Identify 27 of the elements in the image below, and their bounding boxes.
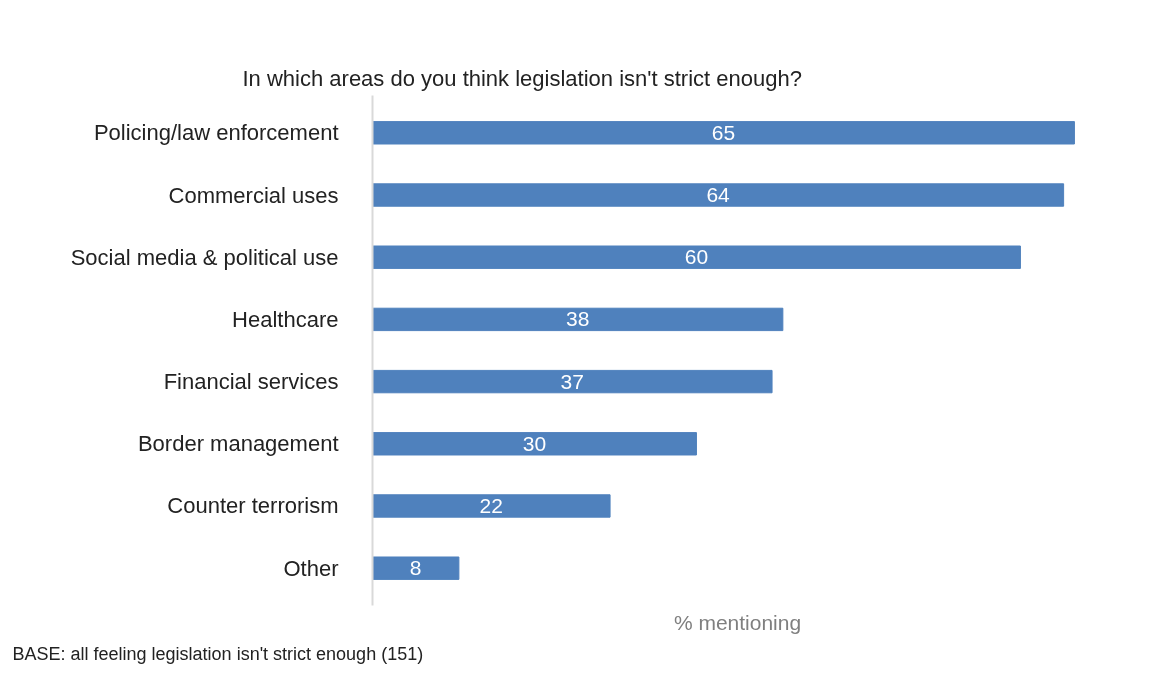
bar bbox=[372, 432, 697, 456]
data-label: 22 bbox=[479, 493, 503, 517]
text: BASE: all feeling legislation isn't strict enough (151) bbox=[12, 643, 424, 664]
bar bbox=[372, 494, 611, 518]
bar bbox=[372, 556, 460, 580]
y-tick-label: Healthcare bbox=[232, 306, 339, 332]
bar bbox=[372, 369, 773, 394]
x-axis-title: % mentioning bbox=[673, 610, 802, 634]
y-tick-label: Commercial uses bbox=[168, 182, 339, 208]
chart-title: In which areas do you think legislation isn't strict enough? bbox=[242, 65, 802, 91]
y-tick-label: Counter terrorism bbox=[167, 493, 339, 519]
y-tick-label: Other bbox=[283, 555, 339, 581]
bar bbox=[372, 307, 784, 332]
data-label: 37 bbox=[560, 369, 584, 393]
data-label: 64 bbox=[706, 183, 731, 207]
data-label: 65 bbox=[711, 120, 736, 144]
y-tick-label: Border management bbox=[137, 431, 339, 457]
data-label: 60 bbox=[684, 245, 709, 269]
data-label: 8 bbox=[409, 556, 422, 580]
bar bbox=[372, 121, 1075, 145]
data-label: 38 bbox=[566, 307, 590, 331]
bar bbox=[372, 183, 1065, 207]
data-label: 30 bbox=[522, 431, 547, 455]
y-tick-label: Social media & political use bbox=[70, 244, 339, 270]
y-tick-label: Policing/law enforcement bbox=[93, 120, 339, 146]
y-tick-label: Financial services bbox=[163, 369, 339, 395]
bar bbox=[372, 245, 1021, 269]
